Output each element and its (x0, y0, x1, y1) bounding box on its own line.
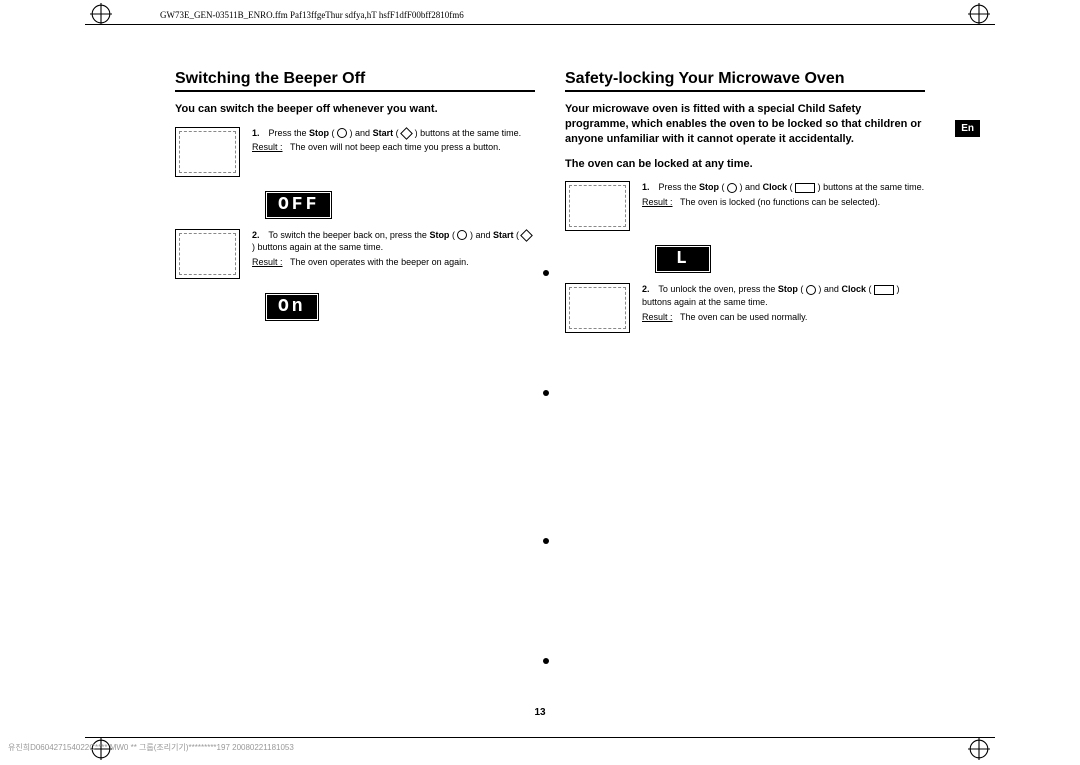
section-title: Safety-locking Your Microwave Oven (565, 70, 925, 88)
language-badge: En (955, 120, 980, 137)
button-ref: Stop (699, 182, 719, 192)
step-text: buttons again at the same time. (642, 297, 768, 307)
clock-icon (874, 285, 894, 295)
step-number: 2. (642, 283, 656, 296)
step-text: Press the (659, 182, 700, 192)
button-ref: Clock (763, 182, 788, 192)
step-2: 2. To unlock the oven, press the Stop ( … (565, 283, 925, 333)
stop-icon (806, 285, 816, 295)
result-label: Result : (642, 196, 680, 209)
step-text: buttons at the same time. (420, 128, 521, 138)
binding-dot (543, 658, 549, 664)
clock-icon (795, 183, 815, 193)
step-text: and (745, 182, 763, 192)
page-number: 13 (534, 707, 545, 718)
footer-text: 유진희D060427154022C**** MW0 ** 그룹(조리기기)***… (8, 742, 294, 753)
result-text: The oven operates with the beeper on aga… (290, 256, 535, 269)
result-text: The oven will not beep each time you pre… (290, 141, 535, 154)
step-illustration (175, 229, 240, 279)
step-text: buttons again at the same time. (258, 242, 384, 252)
left-column: Switching the Beeper Off You can switch … (175, 70, 535, 341)
start-icon (521, 229, 534, 242)
step-text: and (355, 128, 373, 138)
display-badge: OFF (265, 191, 332, 219)
page-content: Switching the Beeper Off You can switch … (175, 70, 925, 341)
start-icon (400, 127, 413, 140)
step-text: buttons at the same time. (823, 182, 924, 192)
step-2: 2. To switch the beeper back on, press t… (175, 229, 535, 279)
crop-mark-icon (968, 3, 990, 25)
step-illustration (175, 127, 240, 177)
step-text: Press the (269, 128, 310, 138)
stop-icon (727, 183, 737, 193)
right-column: Safety-locking Your Microwave Oven Your … (565, 70, 925, 341)
step-text: To switch the beeper back on, press the (268, 230, 429, 240)
button-ref: Stop (429, 230, 449, 240)
binding-dot (543, 390, 549, 396)
result-label: Result : (252, 141, 290, 154)
stop-icon (337, 128, 347, 138)
step-text: and (475, 230, 493, 240)
button-ref: Stop (309, 128, 329, 138)
header-path: GW73E_GEN-03511B_ENRO.ffm Paf13ffgeThur … (160, 10, 464, 20)
binding-dot (543, 538, 549, 544)
button-ref: Clock (841, 284, 866, 294)
result-text: The oven is locked (no functions can be … (680, 196, 925, 209)
display-badge: On (265, 293, 319, 321)
crop-mark-icon (968, 738, 990, 760)
result-text: The oven can be used normally. (680, 311, 925, 324)
intro-text: You can switch the beeper off whenever y… (175, 102, 535, 117)
step-illustration (565, 181, 630, 231)
step-illustration (565, 283, 630, 333)
section-title: Switching the Beeper Off (175, 70, 535, 88)
binding-dot (543, 270, 549, 276)
step-number: 1. (252, 127, 266, 140)
result-label: Result : (252, 256, 290, 269)
button-ref: Stop (778, 284, 798, 294)
step-1: 1. Press the Stop ( ) and Start ( ) butt… (175, 127, 535, 177)
sub-intro: The oven can be locked at any time. (565, 157, 925, 172)
display-badge: L (655, 245, 711, 273)
step-text: and (824, 284, 842, 294)
footer-rule (85, 737, 995, 738)
button-ref: Start (493, 230, 514, 240)
stop-icon (457, 230, 467, 240)
step-text: To unlock the oven, press the (658, 284, 778, 294)
result-label: Result : (642, 311, 680, 324)
intro-text: Your microwave oven is fitted with a spe… (565, 102, 925, 147)
step-number: 1. (642, 181, 656, 194)
header-rule (85, 24, 995, 25)
crop-mark-icon (90, 3, 112, 25)
step-1: 1. Press the Stop ( ) and Clock ( ) butt… (565, 181, 925, 231)
button-ref: Start (373, 128, 394, 138)
step-number: 2. (252, 229, 266, 242)
